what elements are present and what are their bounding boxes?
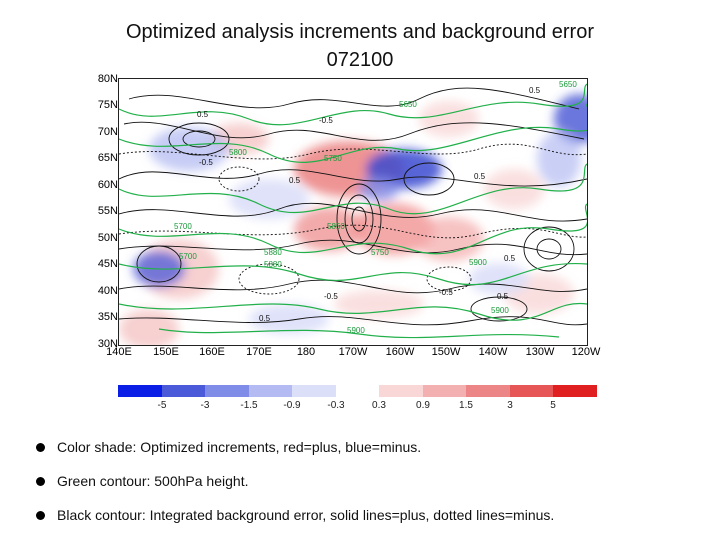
contour-label: 5650 [559, 80, 577, 89]
contour-label: 0.5 [289, 176, 301, 185]
colorbar [118, 385, 597, 397]
bullet-text: Color shade: Optimized increments, red=p… [57, 439, 422, 455]
lat-label: 50N [97, 232, 118, 244]
background-error-contours [119, 87, 587, 326]
lon-label: 180 [296, 346, 316, 358]
colorbar-tick: -0.3 [327, 400, 345, 411]
contour-label: 5900 [469, 258, 487, 267]
lon-label: 140W [478, 346, 508, 358]
lon-label: 140E [106, 346, 132, 358]
lon-label: 130W [525, 346, 555, 358]
lon-label: 170W [338, 346, 368, 358]
contour-label: -0.5 [319, 116, 333, 125]
bullet-dot-icon [36, 442, 45, 452]
increment-shading [119, 94, 587, 345]
lat-label: 35N [97, 311, 118, 323]
colorbar-tick: -3 [200, 400, 210, 411]
lat-label: 55N [97, 205, 118, 217]
contour-label: 5700 [174, 222, 192, 231]
colorbar-tick: 3 [507, 400, 513, 411]
map-canvas: 5650 5650 0.5 0.5 -0.5 5800 5750 -0.5 0.… [119, 80, 587, 345]
contour-label: 5850 [327, 222, 345, 231]
contour-label: 0.5 [529, 86, 541, 95]
title-line-1: Optimized analysis increments and backgr… [126, 21, 594, 43]
lat-label: 40N [97, 285, 118, 297]
lat-label: 65N [97, 152, 118, 164]
colorbar-tick: -5 [157, 400, 167, 411]
contour-label: 5650 [399, 100, 417, 109]
slide-title: Optimized analysis increments and backgr… [0, 18, 720, 74]
contour-label: 5880 [264, 248, 282, 257]
colorbar-segment [118, 385, 162, 397]
bullet-dot-icon [36, 476, 45, 486]
colorbar-tick: 1.5 [459, 400, 473, 411]
contour-label: -0.5 [324, 292, 338, 301]
title-line-2: 072100 [326, 49, 394, 71]
contour-label: 5900 [491, 306, 509, 315]
lon-label: 160W [385, 346, 415, 358]
contour-label: 0.5 [497, 292, 509, 301]
colorbar-segment [205, 385, 249, 397]
height-contours [119, 83, 587, 339]
contour-label: 5900 [347, 326, 365, 335]
colorbar-segment [553, 385, 597, 397]
colorbar-segment [335, 385, 379, 397]
contour-label: 0.5 [474, 172, 486, 181]
bullet-item: Black contour: Integrated background err… [36, 498, 696, 532]
colorbar-segment [379, 385, 423, 397]
contour-label: -0.5 [439, 288, 453, 297]
colorbar-tick: -0.9 [283, 400, 301, 411]
colorbar-segment [509, 385, 553, 397]
contour-label: 0.5 [504, 254, 516, 263]
colorbar-segment [248, 385, 292, 397]
contour-label: 0.5 [197, 110, 209, 119]
contour-label: 5750 [371, 248, 389, 257]
contour-label: 5800 [229, 148, 247, 157]
contour-labels: 5650 5650 0.5 0.5 -0.5 5800 5750 -0.5 0.… [174, 80, 577, 335]
lon-label: 170E [246, 346, 272, 358]
lat-label: 45N [97, 258, 118, 270]
lon-label: 150E [153, 346, 179, 358]
contour-label: 5700 [179, 252, 197, 261]
lat-label: 75N [97, 99, 118, 111]
lat-label: 70N [97, 126, 118, 138]
bullet-text: Black contour: Integrated background err… [57, 507, 555, 523]
lat-label: 30N [97, 338, 118, 350]
lat-label: 60N [97, 179, 118, 191]
lon-label: 160E [199, 346, 225, 358]
colorbar-tick: 5 [550, 400, 556, 411]
colorbar-segment [466, 385, 510, 397]
colorbar-tick: 0.9 [416, 400, 430, 411]
bullet-dot-icon [36, 510, 45, 520]
colorbar-segment [422, 385, 466, 397]
contour-label: -0.5 [199, 158, 213, 167]
bullet-item: Color shade: Optimized increments, red=p… [36, 430, 696, 464]
bullet-item: Green contour: 500hPa height. [36, 464, 696, 498]
bullet-text: Green contour: 500hPa height. [57, 473, 249, 489]
colorbar-segment [161, 385, 205, 397]
contour-label: 0.5 [259, 314, 271, 323]
negative-error-contours [119, 143, 587, 295]
colorbar-tick: 0.3 [372, 400, 386, 411]
legend-bullets: Color shade: Optimized increments, red=p… [36, 430, 696, 532]
lon-label: 120W [571, 346, 601, 358]
increment-map: 5650 5650 0.5 0.5 -0.5 5800 5750 -0.5 0.… [118, 78, 588, 346]
colorbar-segment [292, 385, 336, 397]
lat-label: 80N [97, 73, 118, 85]
colorbar-tick: -1.5 [240, 400, 258, 411]
contour-label: 5750 [324, 154, 342, 163]
lon-label: 150W [431, 346, 461, 358]
contour-label: 5880 [264, 260, 282, 269]
